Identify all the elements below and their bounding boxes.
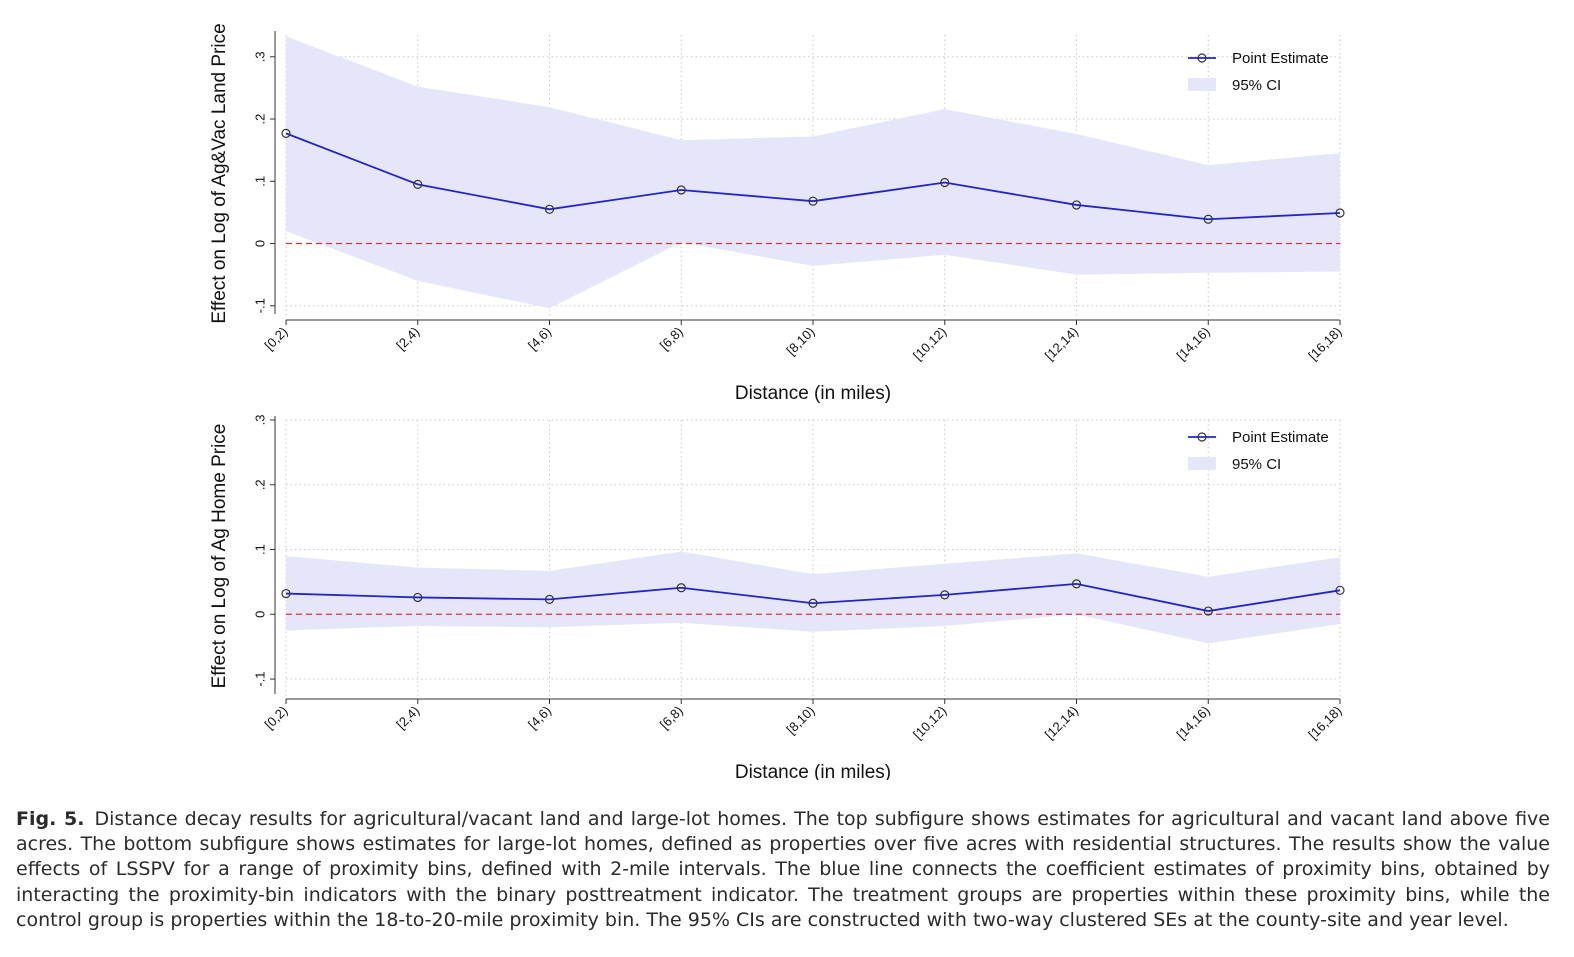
- chart-panel-1: -.1 0 .1 .2 .3 [0,2) [2,4) [4,6) [6,8) [8,10) [10,…: [209, 23, 1345, 404]
- x-tick-label: [16,18): [1305, 703, 1344, 742]
- legend-marker-swatch: [1197, 53, 1207, 63]
- y-tick-label: .3: [252, 51, 267, 62]
- y-tick-label: -.1: [252, 671, 267, 686]
- point-estimate-marker: [808, 196, 818, 206]
- x-tick-label: [16,18): [1305, 324, 1344, 363]
- x-axis-title: Distance (in miles): [735, 762, 891, 780]
- legend-label: 95% CI: [1232, 456, 1281, 473]
- x-tick-label: [6,8): [657, 324, 686, 353]
- legend-label: Point Estimate: [1232, 50, 1329, 67]
- y-tick-label: .3: [252, 415, 267, 426]
- y-tick-label: .1: [252, 544, 267, 555]
- legend-label: 95% CI: [1232, 77, 1281, 94]
- point-estimate-marker: [808, 598, 818, 608]
- point-estimate-marker: [1335, 585, 1345, 595]
- point-estimate-line: [285, 582, 1341, 612]
- x-tick-label: [10,12): [910, 703, 949, 742]
- y-axis-title: Effect on Log of Ag Home Price: [209, 424, 230, 689]
- x-tick-label: [2,4): [393, 324, 422, 353]
- y-axis-title: Effect on Log of Ag&Vac Land Price: [209, 23, 230, 323]
- figure-caption: Fig. 5. Distance decay results for agricu…: [16, 807, 1550, 933]
- chart-panel-2: -.1 0 .1 .2 .3 [0,2) [2,4) [4,6) [6,8) [8,10) [10,…: [209, 415, 1345, 780]
- legend-marker-swatch: [1197, 432, 1207, 442]
- x-tick-label: [4,6): [525, 703, 554, 732]
- y-tick-label: .2: [252, 114, 267, 125]
- point-estimate-marker: [1335, 208, 1345, 218]
- x-tick-label: [8,10): [783, 703, 817, 737]
- point-estimate-marker: [1203, 606, 1213, 616]
- point-estimate-marker: [1071, 579, 1082, 589]
- x-tick-label: [6,8): [657, 703, 686, 732]
- y-tick-label: 0: [252, 240, 267, 247]
- x-tick-label: [10,12): [910, 324, 949, 363]
- point-estimate-marker: [1071, 200, 1082, 210]
- point-estimate-marker: [413, 592, 423, 603]
- x-axis-title: Distance (in miles): [735, 383, 891, 404]
- y-tick-label: 0: [252, 611, 267, 618]
- point-estimate-marker: [940, 177, 950, 188]
- point-estimate-marker: [544, 594, 555, 604]
- caption-label: Fig. 5.: [16, 808, 85, 830]
- x-tick-label: [8,10): [783, 324, 817, 358]
- point-estimate-marker: [544, 204, 555, 214]
- caption-text: Distance decay results for agricultural/…: [16, 808, 1550, 931]
- x-tick-label: [14,16): [1174, 324, 1213, 363]
- legend-ci-swatch: [1188, 78, 1216, 91]
- x-tick-label: [4,6): [525, 324, 554, 353]
- point-estimate-line: [285, 132, 1341, 221]
- ci-band: [286, 36, 1340, 309]
- figure-panels: -.1 0 .1 .2 .3 [0,2) [2,4) [4,6) [6,8) [8,10) [10,…: [209, 23, 1345, 780]
- legend: Point Estimate 95% CI: [1188, 429, 1329, 473]
- legend: Point Estimate 95% CI: [1188, 50, 1329, 94]
- y-tick-label: -.1: [252, 298, 267, 313]
- legend-label: Point Estimate: [1232, 429, 1329, 446]
- y-tick-label: .2: [252, 479, 267, 490]
- point-estimate-marker: [281, 588, 291, 599]
- x-tick-label: [0,2): [262, 324, 291, 353]
- point-estimate-marker: [676, 185, 686, 195]
- legend-ci-swatch: [1188, 457, 1216, 470]
- ci-band: [286, 551, 1340, 644]
- point-estimate-marker: [676, 583, 686, 593]
- y-tick-label: .1: [252, 176, 267, 187]
- x-tick-label: [0,2): [262, 703, 291, 732]
- point-estimate-marker: [1203, 214, 1213, 224]
- point-estimate-marker: [281, 128, 291, 138]
- x-tick-label: [12,14): [1042, 324, 1081, 363]
- x-tick-label: [14,16): [1174, 703, 1213, 742]
- point-estimate-marker: [413, 179, 423, 189]
- x-tick-label: [2,4): [393, 703, 422, 732]
- point-estimate-marker: [940, 590, 950, 600]
- x-tick-label: [12,14): [1042, 703, 1081, 742]
